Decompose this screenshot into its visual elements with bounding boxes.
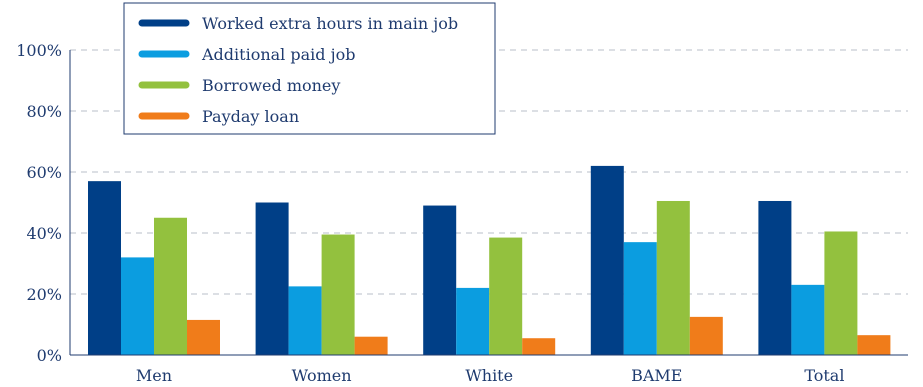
legend-label: Additional paid job (201, 45, 355, 64)
bar (689, 316, 723, 355)
x-tick-label: White (465, 366, 513, 385)
legend-label: Worked extra hours in main job (202, 14, 458, 33)
bar (288, 286, 322, 355)
bar (121, 257, 154, 355)
y-tick-label: 20% (26, 285, 62, 304)
bar (255, 202, 289, 355)
legend-label: Payday loan (202, 107, 299, 126)
x-tick-label: BAME (631, 366, 682, 385)
bar (522, 338, 556, 355)
y-axis-tick-labels: 0% 20% 40% 60% 80% 100% (16, 41, 62, 365)
bar (423, 205, 457, 355)
bars (88, 165, 891, 355)
bar (824, 231, 858, 355)
y-tick-label: 80% (26, 102, 62, 121)
bar (154, 217, 187, 355)
bar (456, 287, 490, 355)
bar (88, 181, 121, 355)
bar (354, 336, 388, 355)
bar (187, 319, 220, 355)
bar (791, 284, 825, 355)
bar (656, 200, 690, 355)
bar (758, 200, 792, 355)
x-tick-label: Men (136, 366, 172, 385)
bar (623, 242, 657, 355)
y-tick-label: 0% (37, 346, 62, 365)
bar (857, 335, 891, 355)
y-tick-label: 100% (16, 41, 62, 60)
legend: Worked extra hours in main job Additional… (123, 2, 496, 135)
x-tick-label: Women (292, 366, 352, 385)
bar (590, 165, 624, 355)
y-tick-label: 60% (26, 163, 62, 182)
bar (489, 237, 523, 355)
x-axis-tick-labels: Men Women White BAME Total (136, 366, 845, 385)
x-tick-label: Total (804, 366, 844, 385)
y-tick-label: 40% (26, 224, 62, 243)
legend-label: Borrowed money (202, 76, 340, 95)
bar (321, 234, 355, 355)
